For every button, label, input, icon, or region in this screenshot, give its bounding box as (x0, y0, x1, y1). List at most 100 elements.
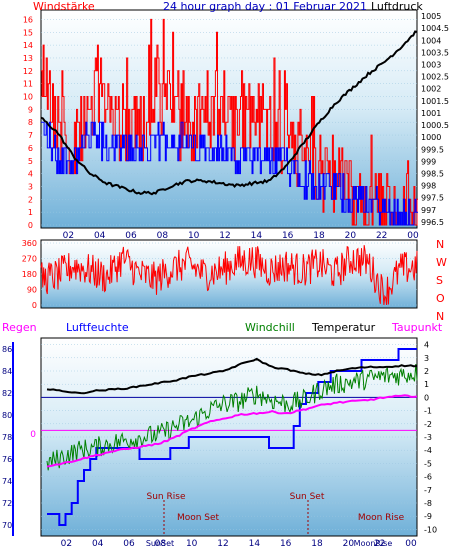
hour-label: 16 (280, 539, 292, 549)
pressure-tick-label: 997.5 (421, 194, 444, 203)
wind-gust-line (41, 18, 418, 226)
pressure-tick-label: 1001.5 (421, 97, 449, 106)
pressure-axis-label: Luftdruck (371, 0, 423, 13)
wind-tick-label: 8 (28, 118, 33, 127)
pressure-tick-label: 999.5 (421, 145, 444, 154)
pressure-tick-label: 1005 (421, 12, 441, 21)
wind-tick-label: 3 (28, 182, 33, 191)
temperature-line (46, 357, 418, 395)
wind-tick-label: 12 (23, 67, 33, 76)
humidity-tick-label: 74 (2, 477, 12, 486)
pressure-tick-label: 1004 (421, 36, 441, 45)
temperature-tick-label: -6 (424, 473, 432, 482)
pressure-tick-label: 998.5 (421, 170, 444, 179)
wind-axis-label: Windstärke (33, 0, 95, 13)
direction-series (40, 245, 418, 306)
pressure-tick-label: 1002 (421, 85, 441, 94)
wind-tick-label: 9 (28, 105, 33, 114)
compass-label: N (436, 310, 444, 323)
direction-tick-label: 0 (32, 301, 37, 310)
hour-label: 14 (249, 539, 261, 549)
hour-label: 08 (155, 539, 167, 549)
moon-rise-label: Moon Rise (358, 513, 405, 523)
humidity-tick-label: 70 (2, 521, 12, 530)
wind-tick-label: 2 (28, 195, 33, 204)
temperature-tick-label: 3 (424, 354, 429, 363)
temperature-axes: 86848280787674727043210-1-2-3-4-5-6-7-8-… (2, 341, 437, 549)
hour-label: 12 (217, 539, 228, 549)
temperature-series (46, 348, 418, 526)
wind-tick-label: 15 (23, 28, 33, 37)
temperature-tick-label: -7 (424, 486, 432, 495)
pressure-tick-label: 1000.5 (421, 121, 449, 130)
hour-label: 08 (157, 231, 169, 241)
wind-tick-label: 11 (23, 80, 33, 89)
humidity-tick-label: 80 (2, 411, 12, 420)
moon-rise-short-label: MoonRise (354, 539, 393, 548)
wind-pressure-axes: 16151413121110987654321010051004.5100410… (23, 12, 449, 241)
humidity-tick-label: 84 (2, 367, 12, 376)
wind-tick-label: 0 (28, 221, 33, 230)
hour-label: 06 (123, 539, 135, 549)
hour-label: 12 (219, 231, 230, 241)
hour-label: 04 (92, 539, 104, 549)
dewpoint-line (46, 394, 418, 468)
wind-tick-label: 4 (28, 170, 33, 179)
direction-tick-label: 180 (22, 270, 37, 279)
temperature-tick-label: -4 (424, 446, 432, 455)
pressure-tick-label: 1003.5 (421, 48, 449, 57)
hour-label: 14 (251, 231, 263, 241)
humidity-tick-label: 78 (2, 433, 12, 442)
pressure-tick-label: 1003 (421, 61, 441, 70)
temperature-tick-label: 4 (424, 341, 429, 350)
pressure-tick-label: 997 (421, 206, 436, 215)
humidity-tick-label: 76 (2, 455, 12, 464)
rain-zero-label: 0 (30, 430, 36, 440)
temperature-tick-label: -5 (424, 459, 432, 468)
hour-label: 00 (407, 231, 419, 241)
wind-average-line (41, 121, 418, 226)
hour-label: 06 (125, 231, 137, 241)
hour-label: 00 (405, 539, 417, 549)
wind-tick-label: 1 (28, 208, 33, 217)
temperature-tick-label: -9 (424, 512, 432, 521)
humidity-tick-label: 82 (2, 389, 12, 398)
temperature-label: Temperatur (311, 321, 376, 334)
hour-label: 20 (343, 539, 355, 549)
pressure-tick-label: 1002.5 (421, 73, 449, 82)
pressure-tick-label: 999 (421, 157, 436, 166)
compass-label: N (436, 238, 444, 251)
chart-title: 24 hour graph day : 01 Februar 2021 (163, 0, 367, 13)
sun-rise-label: Sun Rise (147, 492, 186, 502)
compass-label: W (436, 256, 447, 269)
pressure-tick-label: 1000 (421, 133, 441, 142)
humidity-line (47, 348, 417, 526)
sun-set-label: Sun Set (290, 492, 325, 502)
humidity-tick-label: 86 (2, 345, 12, 354)
pressure-tick-label: 998 (421, 182, 436, 191)
rain-label: Regen (2, 321, 37, 334)
humidity-label: Luftfeuchte (66, 321, 129, 334)
wind-pressure-series (40, 18, 418, 226)
direction-tick-label: 90 (27, 286, 37, 295)
wind-tick-label: 16 (23, 15, 33, 24)
temperature-grid (12, 342, 417, 536)
hour-label: 02 (61, 539, 72, 549)
pressure-tick-label: 1004.5 (421, 24, 449, 33)
wind-tick-label: 5 (28, 157, 33, 166)
temperature-tick-label: -10 (424, 525, 437, 534)
hour-label: 10 (186, 539, 198, 549)
temperature-tick-label: -3 (424, 433, 432, 442)
windchill-label: Windchill (245, 321, 295, 334)
temperature-tick-label: -8 (424, 499, 432, 508)
hour-label: 02 (63, 231, 74, 241)
wind-tick-label: 6 (28, 144, 33, 153)
sun-set-short-label: SunSet (146, 539, 174, 548)
temperature-tick-label: 0 (424, 393, 429, 402)
hour-label: 16 (282, 231, 294, 241)
hour-label: 18 (311, 539, 323, 549)
wind-tick-label: 10 (23, 93, 33, 102)
pressure-tick-label: 1001 (421, 109, 441, 118)
temperature-tick-label: 2 (424, 367, 429, 376)
